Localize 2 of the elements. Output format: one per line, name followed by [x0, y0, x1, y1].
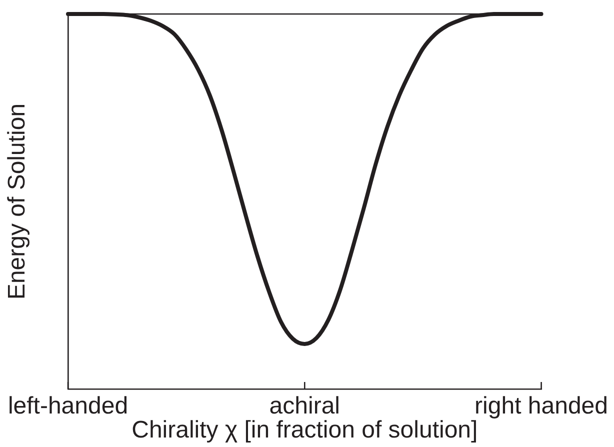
x-tick-label: left-handed: [8, 392, 128, 420]
y-axis-title: Energy of Solution: [4, 103, 31, 300]
